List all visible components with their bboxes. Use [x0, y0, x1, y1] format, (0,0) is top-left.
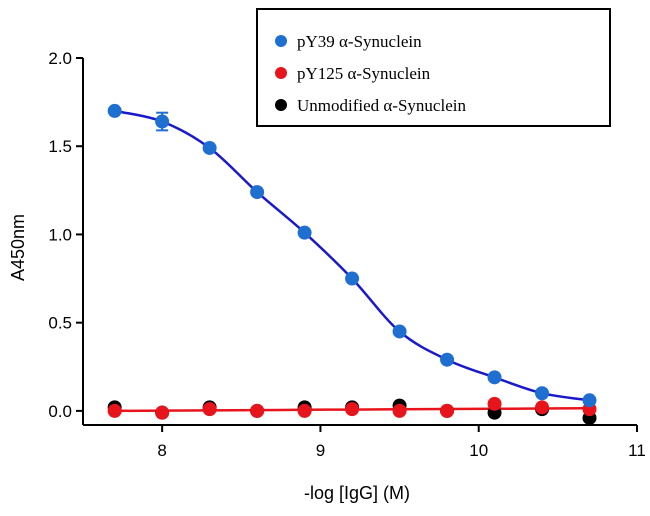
fit-curve-0	[114, 109, 590, 402]
x-tick-label: 11	[628, 441, 646, 460]
legend-label-2: Unmodified α-Synuclein	[297, 96, 466, 115]
legend-marker-2	[275, 99, 287, 111]
x-tick-label: 10	[469, 441, 488, 460]
data-point-series-1	[250, 403, 265, 418]
data-point-series-1	[107, 403, 122, 418]
legend: pY39 α-Synuclein pY125 α-Synuclein Unmodif…	[256, 8, 611, 127]
data-point-series-0	[345, 271, 360, 286]
axes: 0.0 0.5 1.0 1.5 2.0 8 9 10 11 -log [IgG] (M) A450n…	[8, 49, 646, 503]
x-tick-label: 8	[157, 441, 166, 460]
data-point-series-1	[297, 403, 312, 418]
data-point-series-0	[155, 114, 170, 129]
data-point-series-1	[440, 403, 455, 418]
data-point-series-0	[487, 370, 502, 385]
data-point-series-0	[297, 225, 312, 240]
data-point-series-0	[202, 140, 217, 155]
legend-label-0: pY39 α-Synuclein	[297, 32, 422, 51]
points	[107, 103, 597, 425]
data-point-series-0	[392, 324, 407, 339]
data-point-series-0	[535, 386, 550, 401]
data-point-series-0	[250, 185, 265, 200]
data-point-series-1	[535, 400, 550, 415]
x-axis-title: -log [IgG] (M)	[304, 483, 410, 503]
data-point-series-1	[155, 405, 170, 420]
y-tick-label: 1.5	[48, 137, 72, 156]
curves	[114, 109, 590, 413]
data-point-series-0	[107, 103, 122, 118]
data-point-series-0	[582, 393, 597, 408]
data-point-series-1	[487, 396, 502, 411]
data-point-series-1	[345, 402, 360, 417]
y-axis-title: A450nm	[8, 214, 28, 281]
data-point-series-0	[440, 352, 455, 367]
legend-label-1: pY125 α-Synuclein	[297, 64, 431, 83]
legend-marker-0	[275, 35, 287, 47]
data-point-series-1	[392, 403, 407, 418]
y-tick-label: 0.5	[48, 314, 72, 333]
data-point-series-1	[202, 402, 217, 417]
x-tick-label: 9	[316, 441, 325, 460]
legend-box	[256, 8, 611, 127]
y-tick-label: 0.0	[48, 402, 72, 421]
y-tick-label: 2.0	[48, 49, 72, 68]
y-tick-label: 1.0	[48, 225, 72, 244]
legend-marker-1	[275, 67, 287, 79]
